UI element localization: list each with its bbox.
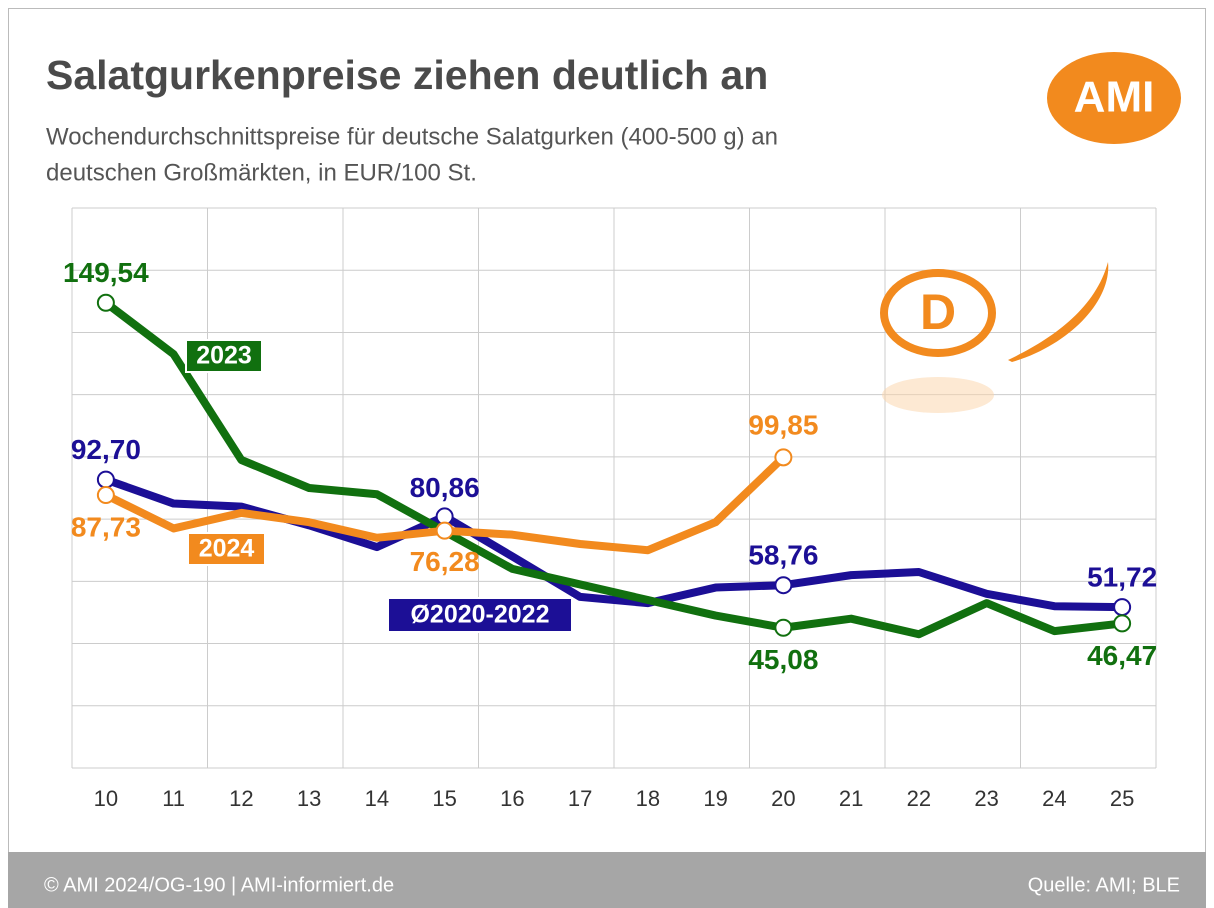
point-marker: [98, 472, 114, 488]
point-marker: [1114, 599, 1130, 615]
point-marker: [775, 449, 791, 465]
x-tick-label: 15: [432, 786, 456, 811]
x-tick-label: 10: [94, 786, 118, 811]
x-tick-label: 14: [365, 786, 389, 811]
legend-label: 2023: [196, 342, 252, 370]
chart: Salatgurkenpreise ziehen deutlich an Woc…: [0, 0, 1214, 908]
point-marker: [437, 523, 453, 539]
data-label: 46,47: [1087, 640, 1157, 671]
legend-label: Ø2020-2022: [410, 601, 549, 629]
point-marker: [775, 577, 791, 593]
x-tick-label: 19: [703, 786, 727, 811]
point-marker: [1114, 615, 1130, 631]
point-marker: [98, 295, 114, 311]
x-tick-label: 24: [1042, 786, 1066, 811]
x-tick-label: 22: [907, 786, 931, 811]
logo: AMI: [1074, 73, 1155, 122]
x-tick-label: 23: [974, 786, 998, 811]
data-label: 92,70: [71, 434, 141, 465]
data-label: 45,08: [748, 644, 818, 675]
x-tick-label: 13: [297, 786, 321, 811]
legend-label: 2024: [199, 535, 255, 563]
data-label: 99,85: [748, 410, 818, 441]
data-label: 149,54: [63, 257, 149, 288]
footer-copyright: © AMI 2024/OG-190 | AMI-informiert.de: [44, 874, 394, 896]
data-label: 58,76: [748, 540, 818, 571]
badge-reflection: [882, 377, 994, 413]
data-label: 51,72: [1087, 561, 1157, 592]
data-label: 87,73: [71, 511, 141, 542]
x-tick-label: 12: [229, 786, 253, 811]
footer-source: Quelle: AMI; BLE: [1028, 874, 1180, 896]
x-tick-label: 21: [839, 786, 863, 811]
page: {"chart_data": {"type": "line", "title":…: [0, 0, 1214, 908]
chart-title: Salatgurkenpreise ziehen deutlich an: [46, 52, 768, 98]
x-tick-label: 20: [771, 786, 795, 811]
data-label: 76,28: [410, 546, 480, 577]
x-tick-label: 11: [162, 786, 185, 811]
x-tick-label: 25: [1110, 786, 1134, 811]
badge: D: [920, 284, 956, 340]
x-tick-label: 17: [568, 786, 592, 811]
point-marker: [775, 620, 791, 636]
point-marker: [98, 487, 114, 503]
x-tick-label: 16: [500, 786, 524, 811]
subtitle: Wochendurchschnittspreise für deutsche S…: [46, 123, 778, 150]
subtitle: deutschen Großmärkten, in EUR/100 St.: [46, 159, 477, 186]
data-label: 80,86: [410, 472, 480, 503]
x-tick-label: 18: [636, 786, 660, 811]
